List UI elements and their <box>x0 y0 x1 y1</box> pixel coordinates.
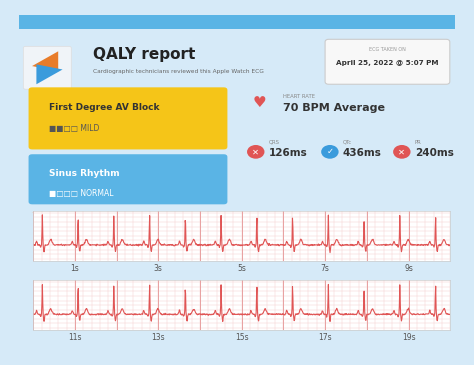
Text: April 25, 2022 @ 5:07 PM: April 25, 2022 @ 5:07 PM <box>336 60 439 66</box>
Text: First Degree AV Block: First Degree AV Block <box>49 103 160 112</box>
Text: Cardiographic technicians reviewed this Apple Watch ECG: Cardiographic technicians reviewed this … <box>93 69 264 74</box>
Text: ✕: ✕ <box>398 147 405 156</box>
Text: ♥: ♥ <box>252 95 266 109</box>
Circle shape <box>321 145 338 159</box>
Text: ■□□□ NORMAL: ■□□□ NORMAL <box>49 189 114 198</box>
Text: ✓: ✓ <box>327 147 333 156</box>
Text: 240ms: 240ms <box>415 147 454 158</box>
Text: 126ms: 126ms <box>269 147 308 158</box>
Text: HEART RATE: HEART RATE <box>283 95 315 99</box>
Polygon shape <box>32 51 58 71</box>
Polygon shape <box>36 64 63 84</box>
Text: Sinus Rhythm: Sinus Rhythm <box>49 169 120 178</box>
Circle shape <box>393 145 410 159</box>
Text: QRS: QRS <box>269 140 280 145</box>
FancyBboxPatch shape <box>325 39 450 84</box>
Text: QTc: QTc <box>343 140 352 145</box>
Text: PR: PR <box>415 140 422 145</box>
Text: ECG TAKEN ON: ECG TAKEN ON <box>369 47 406 52</box>
FancyBboxPatch shape <box>23 46 71 89</box>
Text: QALY report: QALY report <box>93 47 195 62</box>
Text: 70 BPM Average: 70 BPM Average <box>283 103 385 113</box>
Text: ✕: ✕ <box>252 147 259 156</box>
FancyBboxPatch shape <box>28 154 228 204</box>
FancyBboxPatch shape <box>28 87 228 149</box>
FancyBboxPatch shape <box>19 15 455 29</box>
Circle shape <box>247 145 264 159</box>
Text: ■■□□ MILD: ■■□□ MILD <box>49 124 100 133</box>
Text: 436ms: 436ms <box>343 147 382 158</box>
